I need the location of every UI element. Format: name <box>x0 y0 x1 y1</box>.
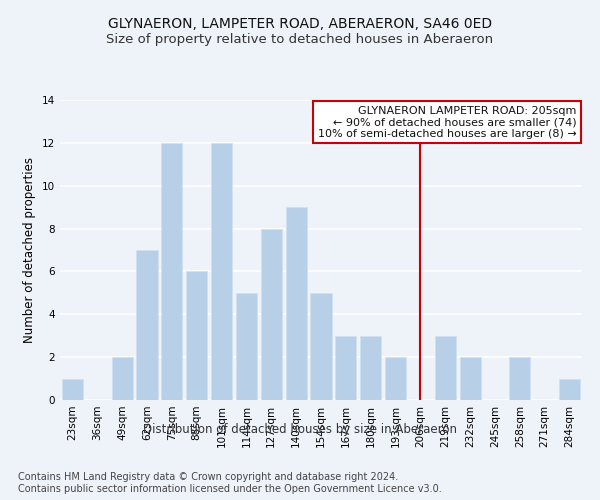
Bar <box>310 293 332 400</box>
Text: GLYNAERON LAMPETER ROAD: 205sqm
← 90% of detached houses are smaller (74)
10% of: GLYNAERON LAMPETER ROAD: 205sqm ← 90% of… <box>317 106 577 139</box>
Text: GLYNAERON, LAMPETER ROAD, ABERAERON, SA46 0ED: GLYNAERON, LAMPETER ROAD, ABERAERON, SA4… <box>108 18 492 32</box>
Bar <box>509 357 530 400</box>
Bar <box>161 143 182 400</box>
Bar <box>186 272 207 400</box>
Text: Distribution of detached houses by size in Aberaeron: Distribution of detached houses by size … <box>143 422 457 436</box>
Text: Contains HM Land Registry data © Crown copyright and database right 2024.: Contains HM Land Registry data © Crown c… <box>18 472 398 482</box>
Bar <box>236 293 257 400</box>
Text: Contains public sector information licensed under the Open Government Licence v3: Contains public sector information licen… <box>18 484 442 494</box>
Bar <box>136 250 158 400</box>
Text: Size of property relative to detached houses in Aberaeron: Size of property relative to detached ho… <box>106 32 494 46</box>
Bar <box>112 357 133 400</box>
Bar <box>435 336 456 400</box>
Bar <box>261 228 282 400</box>
Bar <box>460 357 481 400</box>
Bar <box>286 207 307 400</box>
Bar <box>385 357 406 400</box>
Bar <box>211 143 232 400</box>
Bar <box>559 378 580 400</box>
Bar <box>335 336 356 400</box>
Bar <box>62 378 83 400</box>
Bar <box>360 336 381 400</box>
Y-axis label: Number of detached properties: Number of detached properties <box>23 157 37 343</box>
